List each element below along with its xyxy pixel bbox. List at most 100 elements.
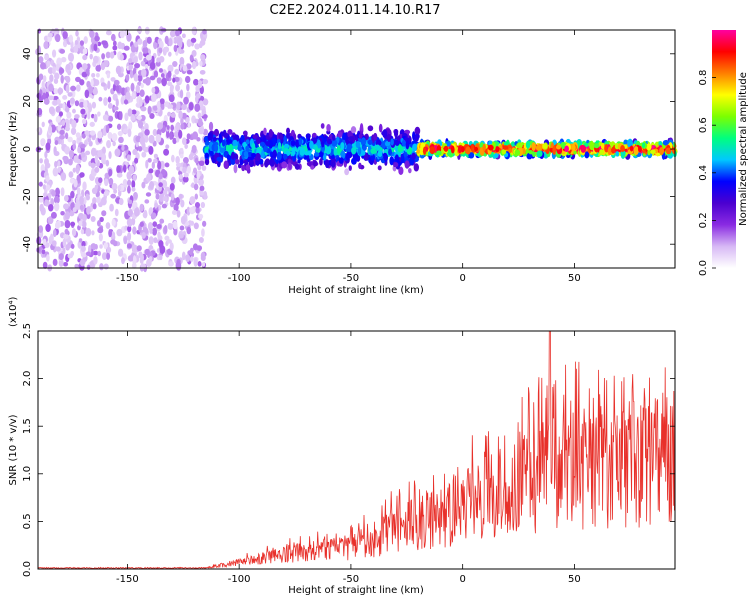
spectrogram-cell <box>68 52 74 62</box>
spectrogram-cell <box>96 196 101 204</box>
spectrogram-cell <box>164 224 168 234</box>
spectrogram-cell <box>82 181 87 191</box>
y-tick-label: 2.5 <box>22 323 33 339</box>
spectrogram-cell <box>377 149 383 158</box>
spectrogram-cell <box>146 173 151 183</box>
spectrogram-cell <box>79 259 85 267</box>
snr-frame <box>37 330 676 570</box>
spectrogram-cell <box>144 95 150 104</box>
spectrogram-cell <box>502 145 509 150</box>
spectrogram-cell <box>59 134 65 140</box>
spectrogram-cell <box>294 139 299 148</box>
spectrogram-cell <box>39 203 44 213</box>
spectrogram-cell <box>159 40 164 50</box>
spectrogram-cell <box>137 38 143 45</box>
spectrogram-cell <box>99 216 104 223</box>
spectrogram-cell <box>38 195 45 203</box>
spectrogram-cell <box>412 143 418 152</box>
spectrogram-cell <box>178 174 183 180</box>
spectrogram-cell <box>194 193 198 200</box>
spectrogram-cell <box>86 264 91 270</box>
spectrogram-cell <box>87 111 91 120</box>
spectrogram-cell <box>63 233 69 239</box>
y-tick-label: 0.5 <box>22 513 33 529</box>
spectrogram-cell <box>571 144 576 152</box>
spectrogram-cell <box>48 83 54 92</box>
spectrogram-cell <box>184 143 188 149</box>
spectrogram-cell <box>161 203 167 209</box>
spectrogram-cell <box>348 165 352 171</box>
spectrogram-cell <box>49 74 54 83</box>
spectrogram-cell <box>168 37 173 47</box>
spectrogram-cell <box>194 103 201 112</box>
spectrogram-cell <box>514 149 521 156</box>
spectrogram-cell <box>90 216 96 223</box>
spectrogram-cell <box>120 96 125 105</box>
spectrogram-cell <box>202 79 209 85</box>
spectrogram-cell <box>85 193 90 199</box>
spectrogram-cell <box>187 122 191 128</box>
spectrogram-cell <box>90 147 97 157</box>
spectrogram-cell <box>234 158 240 165</box>
spectrogram-cell <box>148 134 155 144</box>
spectrogram-cell <box>90 78 94 87</box>
spectrogram-cell <box>201 262 206 267</box>
spectrogram-cell <box>163 189 168 195</box>
spectrogram-cell <box>92 203 97 210</box>
x-tick-label: -100 <box>228 273 251 284</box>
spectrogram-cell <box>599 149 604 155</box>
spectrogram-cell <box>159 254 163 261</box>
spectrogram-cell <box>340 142 345 150</box>
spectrogram-cell <box>38 56 44 64</box>
spectrogram-cell <box>98 96 103 102</box>
spectrogram-cell <box>375 144 381 151</box>
spectrogram-cell <box>153 70 159 78</box>
snr-panel: -150 -100 -50 0 50 0.0 0.5 1.0 1.5 2.0 2.5 Height… <box>8 296 676 596</box>
spectrogram-cell <box>69 97 75 104</box>
spectrogram-cell <box>97 227 104 234</box>
spectrogram-cell <box>127 232 132 242</box>
spectrogram-cell <box>198 160 205 167</box>
spectrogram-cell <box>242 130 248 136</box>
spectrogram-cell <box>164 162 170 168</box>
spectrogram-cell <box>167 64 174 73</box>
spectrogram-cell <box>286 132 291 139</box>
spectrogram-cell <box>125 91 131 101</box>
spectrogram-cell <box>110 239 116 245</box>
spectrogram-cell <box>159 218 165 224</box>
spectrogram-cell <box>45 142 51 151</box>
spectrogram-cell <box>54 140 59 146</box>
spectrogram-cell <box>175 84 181 92</box>
spectrogram-cell <box>94 244 98 250</box>
spectrogram-cell <box>98 233 103 242</box>
spectrogram-cell <box>172 220 178 230</box>
spectrogram-cell <box>104 178 109 187</box>
spectrogram-cell <box>179 225 185 231</box>
spectrogram-cell <box>139 221 144 227</box>
spectrogram-cell <box>357 146 362 156</box>
spectrogram-cell <box>189 54 194 62</box>
spectrogram-cell <box>114 148 121 157</box>
spectrogram-cell <box>361 149 366 156</box>
spectrogram-cell <box>226 139 233 144</box>
spectrogram-cell <box>90 162 96 169</box>
spectrogram-cell <box>192 60 197 70</box>
spectrogram-cell <box>359 123 364 132</box>
spectrogram-cell <box>607 146 612 156</box>
spectrogram-cell <box>200 254 206 261</box>
spectrogram-cell <box>82 214 87 222</box>
spectrogram-cell <box>227 128 233 135</box>
spectrogram-cell <box>198 178 204 186</box>
spectrogram-cell <box>264 159 269 168</box>
spectrogram-cell <box>147 105 152 115</box>
spectrogram-cell <box>49 233 54 243</box>
spectrogram-cell <box>204 141 211 146</box>
spectrogram-cell <box>140 263 147 269</box>
spectrogram-cell <box>172 60 178 68</box>
spectrogram-cell <box>378 123 383 133</box>
spectrogram-cell <box>111 183 118 191</box>
spectrogram-cell <box>221 139 226 147</box>
spectrogram-cell <box>189 256 194 262</box>
spectrogram-cell <box>59 48 66 54</box>
y-tick-label: 0.0 <box>22 561 33 577</box>
